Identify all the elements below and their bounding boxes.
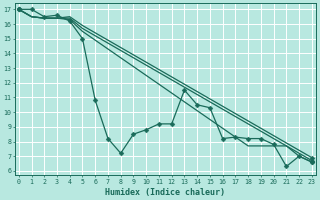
X-axis label: Humidex (Indice chaleur): Humidex (Indice chaleur) (105, 188, 225, 197)
